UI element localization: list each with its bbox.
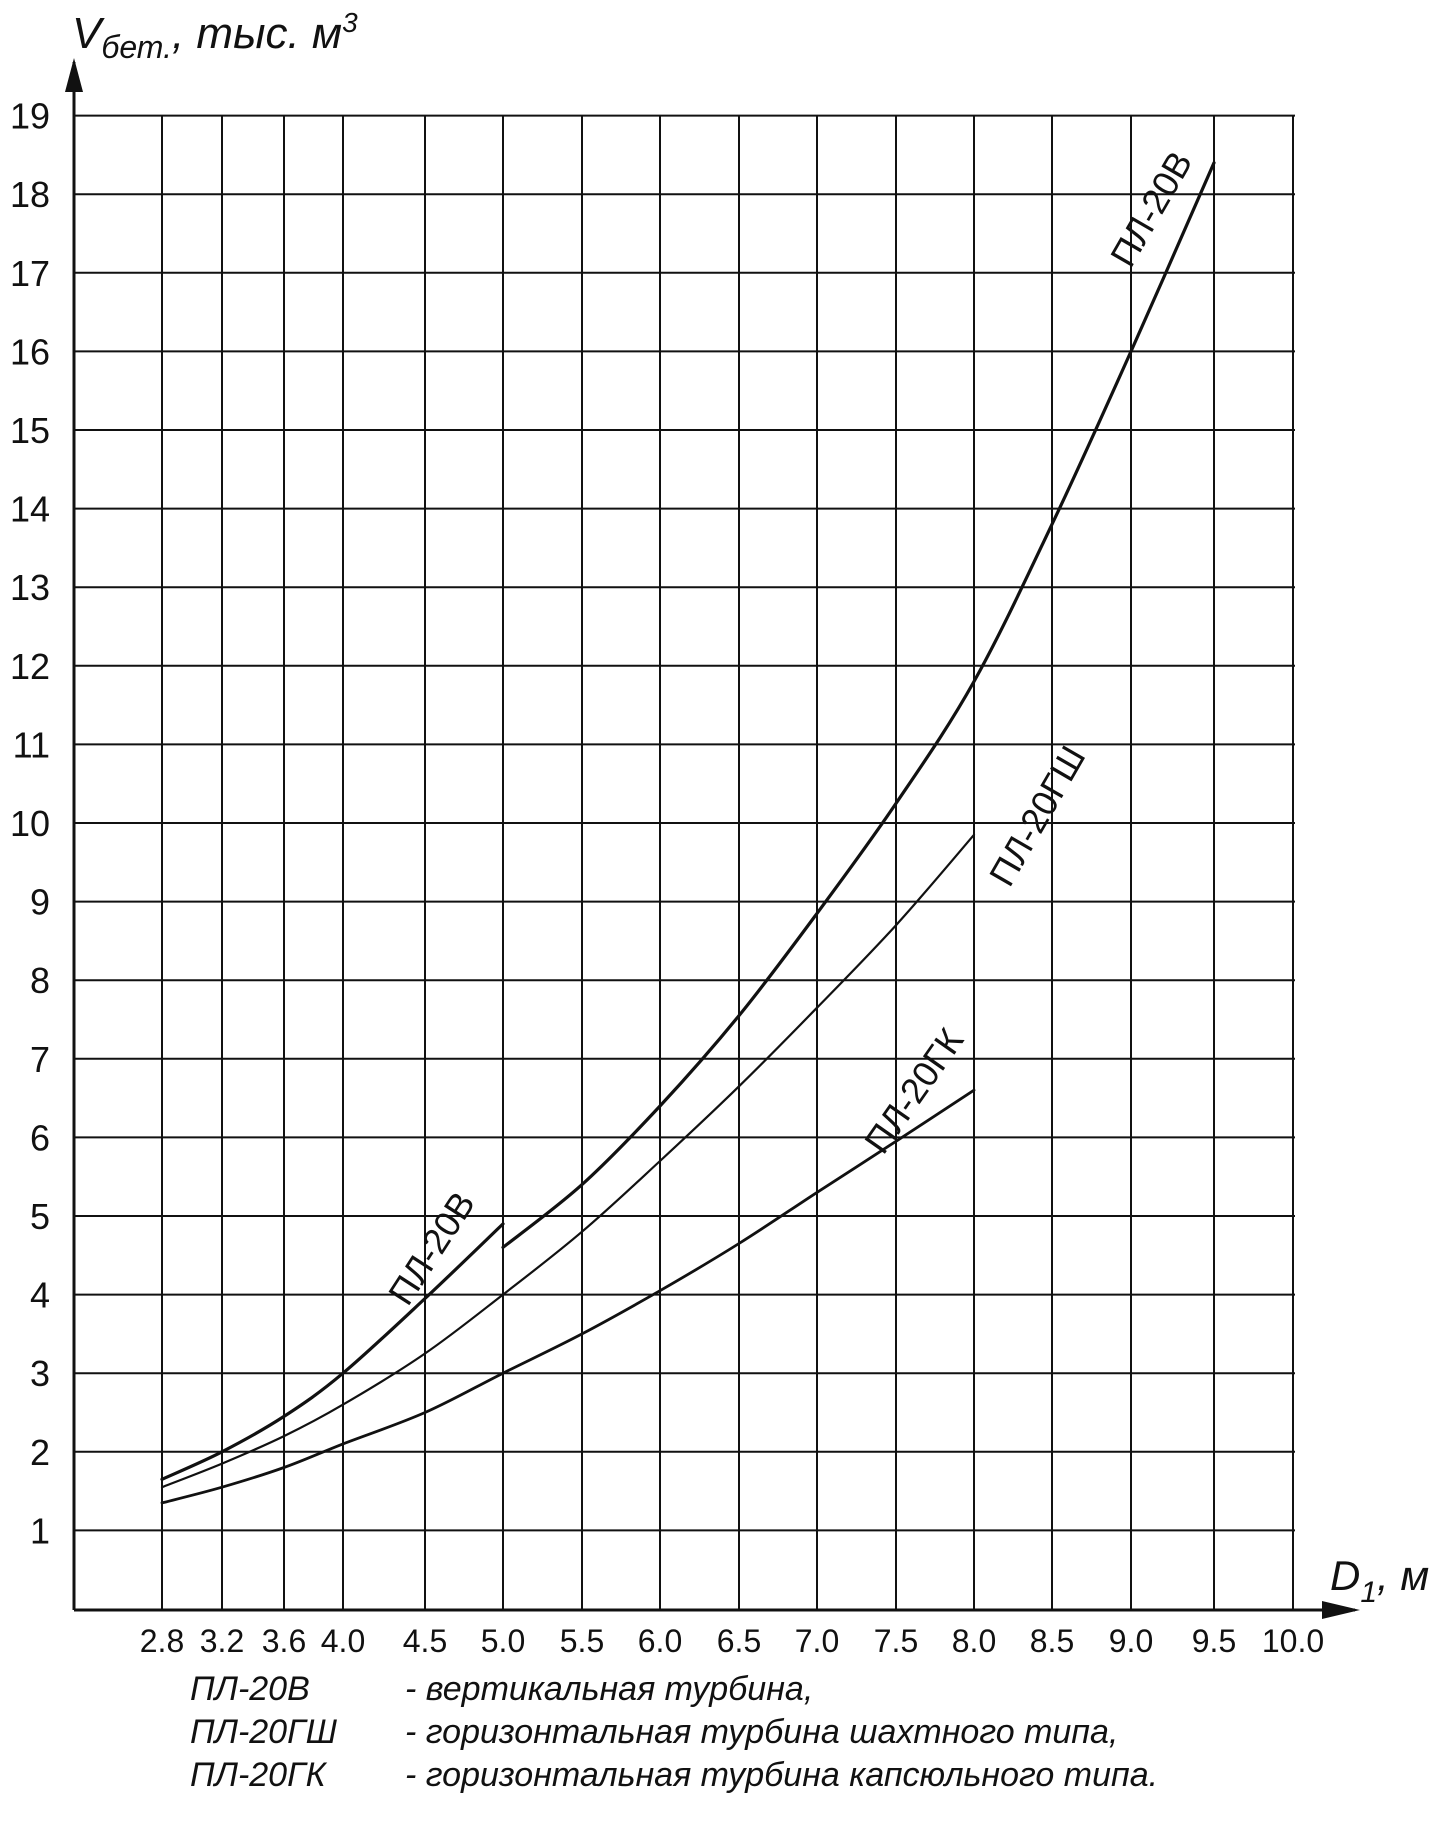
axes xyxy=(65,58,1360,1619)
x-tick-label: 6.0 xyxy=(638,1623,682,1659)
curves xyxy=(160,161,1216,1505)
y-axis-label: Vбет., тыс. м3 xyxy=(72,7,358,65)
series-line xyxy=(160,1088,976,1505)
y-tick-label: 14 xyxy=(10,489,50,530)
x-tick-label: 8.5 xyxy=(1030,1623,1074,1659)
x-axis-label: D1, м xyxy=(1330,1552,1429,1609)
x-tick-label: 6.5 xyxy=(717,1623,761,1659)
series-line xyxy=(501,161,1216,1249)
x-tick-label: 7.0 xyxy=(795,1623,839,1659)
y-tick-label: 8 xyxy=(30,960,50,1001)
x-tick-label: 2.8 xyxy=(140,1623,184,1659)
legend-desc: - горизонтальная турбина капсюльного тип… xyxy=(405,1756,1159,1794)
legend-name: ПЛ-20ГШ xyxy=(190,1713,337,1751)
y-tick-label: 13 xyxy=(10,567,50,608)
legend: ПЛ-20В - вертикальная турбина, ПЛ-20ГШ - г… xyxy=(190,1668,1158,1797)
curve-label: ПЛ-20ГШ xyxy=(981,739,1094,893)
x-tick-label: 3.2 xyxy=(200,1623,244,1659)
y-tick-label: 9 xyxy=(30,882,50,923)
y-tick-label: 7 xyxy=(30,1039,50,1080)
x-tick-label: 9.5 xyxy=(1192,1623,1236,1659)
legend-name: ПЛ-20ГК xyxy=(190,1756,326,1794)
x-tick-label: 7.5 xyxy=(874,1623,918,1659)
y-tick-label: 15 xyxy=(10,410,50,451)
x-tick-label: 10.0 xyxy=(1262,1623,1324,1659)
grid xyxy=(74,114,1295,1610)
legend-name: ПЛ-20В xyxy=(190,1670,310,1708)
x-tick-label: 3.6 xyxy=(262,1623,306,1659)
y-tick-label: 17 xyxy=(10,253,50,294)
y-tick-label: 4 xyxy=(30,1275,50,1316)
y-tick-label: 5 xyxy=(30,1196,50,1237)
x-axis-arrow xyxy=(1322,1601,1360,1619)
y-tick-label: 1 xyxy=(30,1510,50,1551)
series-line xyxy=(160,833,976,1489)
curve-label: ПЛ-20ГК xyxy=(856,1021,971,1161)
y-tick-label: 2 xyxy=(30,1432,50,1473)
x-tick-label: 9.0 xyxy=(1109,1623,1153,1659)
x-tick-label: 4.0 xyxy=(321,1623,365,1659)
y-axis-arrow xyxy=(65,58,83,92)
y-tick-label: 12 xyxy=(10,646,50,687)
y-tick-label: 6 xyxy=(30,1117,50,1158)
y-tick-label: 10 xyxy=(10,803,50,844)
x-tick-label: 5.0 xyxy=(481,1623,525,1659)
x-tick-label: 8.0 xyxy=(952,1623,996,1659)
legend-row: ПЛ-20ГШ - горизонтальная турбина шахтного… xyxy=(190,1711,1158,1754)
y-tick-label: 18 xyxy=(10,174,50,215)
legend-row: ПЛ-20ГК - горизонтальная турбина капсюльн… xyxy=(190,1754,1158,1797)
legend-desc: - горизонтальная турбина шахтного типа, xyxy=(405,1713,1119,1751)
x-tick-label: 5.5 xyxy=(560,1623,604,1659)
y-tick-label: 11 xyxy=(13,724,50,765)
y-tick-label: 16 xyxy=(10,331,50,372)
legend-desc: - вертикальная турбина, xyxy=(405,1670,814,1708)
x-tick-label: 4.5 xyxy=(403,1623,447,1659)
series-line xyxy=(160,1222,505,1481)
x-tick-labels: 2.8 3.2 3.6 4.0 4.5 5.0 5.5 6.0 6.5 7.0 7.5 8.0 8.5 9… xyxy=(140,1623,1324,1659)
legend-row: ПЛ-20В - вертикальная турбина, xyxy=(190,1668,1158,1711)
curve-label: ПЛ-20В xyxy=(1102,144,1200,273)
y-tick-label: 3 xyxy=(30,1353,50,1394)
y-tick-label: 19 xyxy=(10,96,50,137)
